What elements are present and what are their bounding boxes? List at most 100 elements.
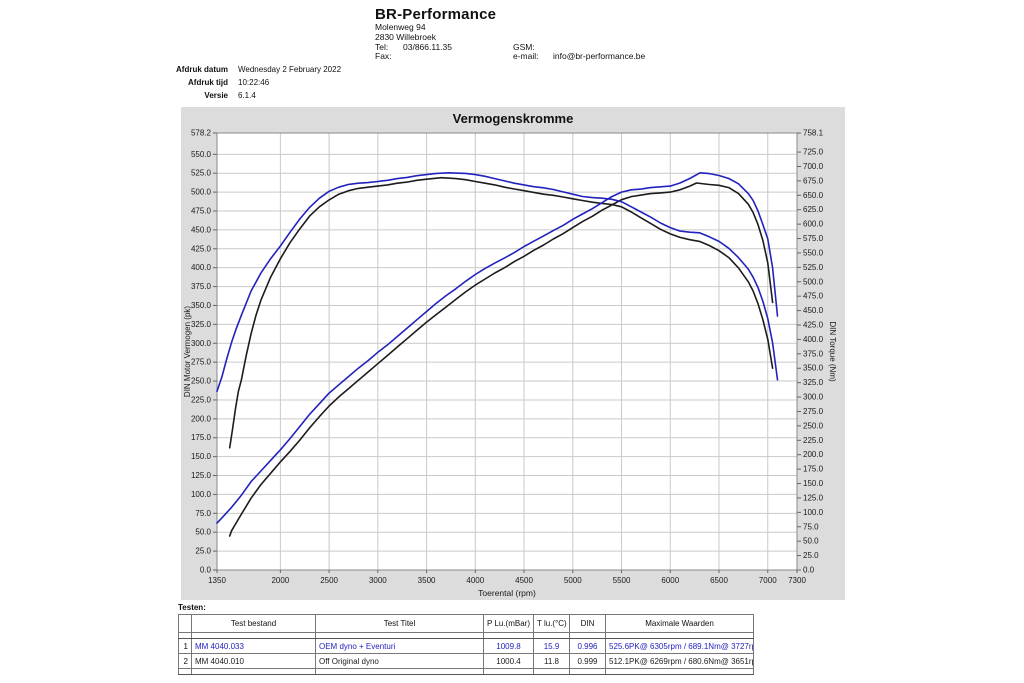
testen-label: Testen: <box>178 603 206 612</box>
y-right-tick-label: 625.0 <box>803 205 824 214</box>
cell-din: 0.996 <box>569 638 606 654</box>
meta-label-versie: Versie <box>204 91 228 100</box>
curve-oem-dyno-eventuri-koppel-nm- <box>216 172 779 393</box>
y-right-tick-label: 600.0 <box>803 220 824 229</box>
y-right-tick-label: 725.0 <box>803 148 824 157</box>
gap-cell <box>569 668 606 675</box>
cell-maximale-waarden: 525.6PK@ 6305rpm / 689.1Nm@ 3727rpm <box>605 638 754 654</box>
y-right-tick-label: 150.0 <box>803 479 824 488</box>
email-value: info@br-performance.be <box>553 51 646 61</box>
column-header-maximale-waarden: Maximale Waarden <box>605 614 754 633</box>
cell-t-lu: 15.9 <box>533 638 570 654</box>
y-left-tick-label: 50.0 <box>195 528 211 537</box>
y-right-tick-label: 758.1 <box>803 129 824 138</box>
x-tick-label: 3500 <box>418 576 436 585</box>
results-table-wrap: Test bestand Test Titel P Lu.(mBar) T lu.(°… <box>178 614 754 675</box>
meta-value-afdruk-tijd: 10:22:46 <box>238 78 270 87</box>
y-left-tick-label: 175.0 <box>191 433 212 442</box>
column-header-p-lu-mbar-: P Lu.(mBar) <box>483 614 534 633</box>
y-right-tick-label: 0.0 <box>803 566 815 575</box>
y-right-tick-label: 675.0 <box>803 176 824 185</box>
x-tick-label: 4500 <box>515 576 533 585</box>
gap-cell <box>483 668 534 675</box>
y-left-tick-label: 525.0 <box>191 169 212 178</box>
curve-oem-dyno-eventuri-vermogen-pk- <box>216 172 779 524</box>
cell-test-titel: Off Original dyno <box>315 653 484 669</box>
tel-label: Tel: <box>375 41 389 52</box>
y-right-tick-label: 575.0 <box>803 234 824 243</box>
meta-value-afdruk-datum: Wednesday 2 February 2022 <box>238 65 342 74</box>
column-header-test-bestand: Test bestand <box>191 614 316 633</box>
curve-off-original-dyno-vermogen-pk- <box>228 182 774 537</box>
y-left-tick-label: 325.0 <box>191 320 212 329</box>
y-right-tick-label: 375.0 <box>803 349 824 358</box>
y-left-tick-label: 500.0 <box>191 188 212 197</box>
y-left-tick-label: 450.0 <box>191 225 212 234</box>
y-right-tick-label: 50.0 <box>803 537 819 546</box>
gap-cell <box>191 668 316 675</box>
gap-cell <box>605 668 754 675</box>
tel-value: 03/866.11.35 <box>403 41 452 52</box>
y-right-tick-label: 275.0 <box>803 407 824 416</box>
chart-title: Vermogenskromme <box>452 111 574 126</box>
y-right-tick-label: 125.0 <box>803 493 824 502</box>
table-row: 2 MM 4040.010 Off Original dyno 1000.4 11.8 0… <box>178 653 754 669</box>
meta-value-versie: 6.1.4 <box>238 91 256 100</box>
cell-num: 2 <box>178 653 192 669</box>
table-row: 1 MM 4040.033 OEM dyno + Eventuri 1009.8 15.… <box>178 638 754 654</box>
plot-background <box>217 133 797 570</box>
gap-cell <box>315 668 484 675</box>
y-left-tick-label: 125.0 <box>191 471 212 480</box>
cell-test-bestand: MM 4040.033 <box>191 638 316 654</box>
y-right-tick-label: 500.0 <box>803 277 824 286</box>
y-left-tick-label: 250.0 <box>191 377 212 386</box>
y-right-tick-label: 550.0 <box>803 248 824 257</box>
dyno-chart: 578.2 550.0 525.0 500.0 475.0 450.0 425.0 400.0… <box>183 129 837 599</box>
y-left-tick-label: 225.0 <box>191 395 212 404</box>
meta-label-afdruk-tijd: Afdruk tijd <box>188 78 228 87</box>
y-left-tick-label: 375.0 <box>191 282 212 291</box>
cell-maximale-waarden: 512.1PK@ 6269rpm / 680.6Nm@ 3651rpm <box>605 653 754 669</box>
gap-cell <box>178 668 192 675</box>
y-left-tick-label: 25.0 <box>195 547 211 556</box>
curve-off-original-dyno-koppel-nm- <box>228 176 774 449</box>
x-tick-label: 1350 <box>208 576 226 585</box>
column-header-t-lu-c-: T lu.(°C) <box>533 614 570 633</box>
y-right-tick-label: 250.0 <box>803 421 824 430</box>
x-tick-label: 7300 <box>788 576 806 585</box>
cell-p-lu: 1000.4 <box>483 653 534 669</box>
cell-t-lu: 11.8 <box>533 653 570 669</box>
x-tick-label: 4000 <box>466 576 484 585</box>
cell-num: 1 <box>178 638 192 654</box>
y-right-tick-label: 450.0 <box>803 306 824 315</box>
y-right-tick-label: 200.0 <box>803 450 824 459</box>
y-left-tick-label: 275.0 <box>191 358 212 367</box>
x-tick-label: 7000 <box>759 576 777 585</box>
cell-test-bestand: MM 4040.010 <box>191 653 316 669</box>
gap-cell <box>533 668 570 675</box>
table-header-row: Test bestand Test Titel P Lu.(mBar) T lu.(°… <box>178 614 754 633</box>
y-left-tick-label: 300.0 <box>191 339 212 348</box>
x-tick-label: 2000 <box>271 576 289 585</box>
y-right-tick-label: 75.0 <box>803 522 819 531</box>
results-table: Test bestand Test Titel P Lu.(mBar) T lu.(°… <box>178 614 754 675</box>
y-left-axis-title: DIN Motor Vermogen (pk) <box>183 306 192 397</box>
x-tick-label: 5500 <box>613 576 631 585</box>
cell-din: 0.999 <box>569 653 606 669</box>
y-left-tick-label: 150.0 <box>191 452 212 461</box>
y-right-tick-label: 475.0 <box>803 292 824 301</box>
y-left-tick-label: 425.0 <box>191 244 212 253</box>
y-right-tick-label: 700.0 <box>803 162 824 171</box>
address-line-1: Molenweg 94 <box>375 22 426 32</box>
x-tick-label: 6500 <box>710 576 728 585</box>
y-right-tick-label: 100.0 <box>803 508 824 517</box>
y-left-tick-label: 350.0 <box>191 301 212 310</box>
y-left-tick-label: 100.0 <box>191 490 212 499</box>
table-bottom-row <box>178 668 754 675</box>
y-left-tick-label: 475.0 <box>191 206 212 215</box>
y-right-tick-label: 350.0 <box>803 364 824 373</box>
x-tick-label: 3000 <box>369 576 387 585</box>
email-label: e-mail: <box>513 51 539 61</box>
y-right-tick-label: 300.0 <box>803 393 824 402</box>
fax-label: Fax: <box>375 51 392 61</box>
